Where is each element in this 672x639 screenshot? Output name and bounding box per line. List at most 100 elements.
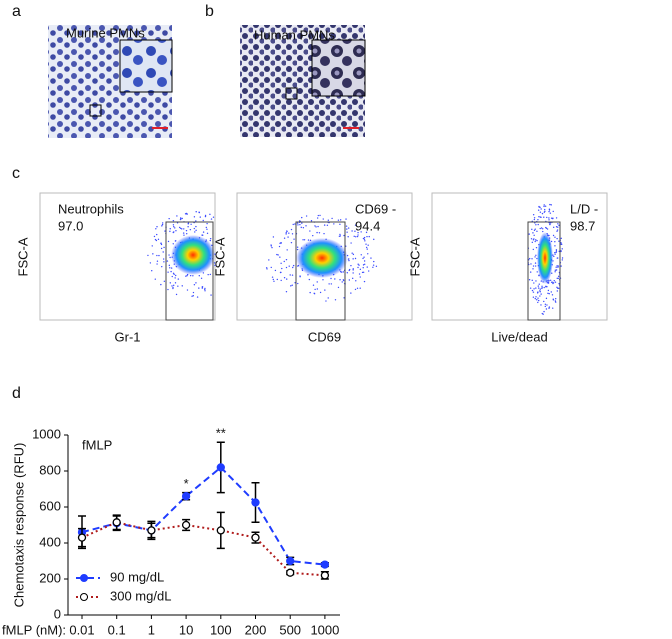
point xyxy=(216,463,225,472)
event-dot xyxy=(334,278,336,280)
event-dot xyxy=(270,266,272,269)
event-dot xyxy=(195,229,197,232)
event-dot xyxy=(280,271,282,274)
event-dot xyxy=(333,223,335,225)
event-dot xyxy=(548,307,550,309)
event-dot xyxy=(351,252,353,254)
event-dot xyxy=(554,300,557,302)
y-axis-label: FSC-A xyxy=(212,237,227,276)
event-dot xyxy=(312,234,314,237)
event-dot xyxy=(552,226,555,229)
event-dot xyxy=(290,241,293,244)
event-dot xyxy=(536,239,538,242)
event-dot xyxy=(192,275,194,277)
event-dot xyxy=(529,257,531,260)
event-dot xyxy=(167,271,169,273)
event-dot xyxy=(528,279,531,281)
event-dot xyxy=(192,291,195,294)
event-dot xyxy=(554,271,556,273)
event-dot xyxy=(175,230,177,232)
event-dot xyxy=(356,235,359,238)
event-dot xyxy=(366,248,368,250)
event-dot xyxy=(209,237,212,240)
event-dot xyxy=(555,269,558,271)
event-dot xyxy=(556,230,558,232)
event-dot xyxy=(285,233,287,235)
event-dot xyxy=(310,220,313,222)
point xyxy=(286,568,295,577)
event-dot xyxy=(283,237,286,239)
event-dot xyxy=(557,223,559,225)
event-dot xyxy=(544,208,546,211)
event-dot xyxy=(355,236,357,238)
event-dot xyxy=(554,245,556,247)
event-dot xyxy=(316,217,319,219)
plot-frame xyxy=(431,192,608,321)
event-dot xyxy=(327,219,330,221)
event-dot xyxy=(354,230,356,232)
event-dot xyxy=(182,232,185,234)
event-dot xyxy=(547,292,549,295)
event-dot xyxy=(352,253,355,256)
event-dot xyxy=(168,264,171,267)
event-dot xyxy=(190,223,192,225)
event-dot xyxy=(172,287,174,290)
event-dot xyxy=(209,213,211,216)
event-dot xyxy=(362,264,365,266)
event-dot xyxy=(553,280,555,282)
event-dot xyxy=(362,267,364,269)
event-dot xyxy=(204,215,207,218)
event-dot xyxy=(286,230,288,232)
event-dot xyxy=(323,232,325,235)
event-dot xyxy=(550,204,552,206)
event-dot xyxy=(536,292,539,294)
event-dot xyxy=(554,236,556,238)
x-tick-label: 200 xyxy=(245,622,267,637)
event-dot xyxy=(285,258,288,261)
event-dot xyxy=(367,244,369,246)
event-dot xyxy=(531,258,533,260)
x-tick-label: 1000 xyxy=(310,622,339,637)
event-dot xyxy=(157,238,160,241)
event-dot xyxy=(541,285,543,288)
event-dot xyxy=(557,275,560,278)
event-dot xyxy=(166,260,169,262)
panel-label: c xyxy=(12,165,20,182)
event-dot xyxy=(297,282,299,285)
event-dot xyxy=(557,277,560,279)
event-dot xyxy=(171,275,173,278)
event-dot xyxy=(535,239,537,241)
event-dot xyxy=(370,257,372,259)
event-dot xyxy=(373,238,375,241)
x-tick-label: 500 xyxy=(279,622,301,637)
event-dot xyxy=(358,273,361,275)
x-tick-label: 100 xyxy=(210,622,232,637)
event-dot xyxy=(212,216,215,218)
event-dot xyxy=(539,290,541,292)
event-dot xyxy=(156,226,158,228)
event-dot xyxy=(340,271,343,273)
event-dot xyxy=(534,240,536,243)
event-dot xyxy=(537,223,539,226)
event-dot xyxy=(204,290,206,292)
event-dot xyxy=(544,303,547,305)
event-dot xyxy=(548,293,550,295)
event-dot xyxy=(537,219,539,221)
point xyxy=(320,571,330,580)
event-dot xyxy=(185,212,188,215)
y-tick-label: 200 xyxy=(39,570,61,585)
event-dot xyxy=(561,257,564,259)
event-dot xyxy=(296,222,299,224)
event-dot xyxy=(326,224,329,226)
event-dot xyxy=(548,306,551,308)
event-dot xyxy=(290,228,293,231)
event-dot xyxy=(364,240,366,242)
event-dot xyxy=(168,217,170,220)
event-dot xyxy=(214,264,216,267)
event-dot xyxy=(187,226,189,228)
event-dot xyxy=(542,313,544,315)
event-dot xyxy=(560,265,562,267)
event-dot xyxy=(189,228,192,231)
event-dot xyxy=(357,231,359,234)
event-dot xyxy=(285,231,287,234)
